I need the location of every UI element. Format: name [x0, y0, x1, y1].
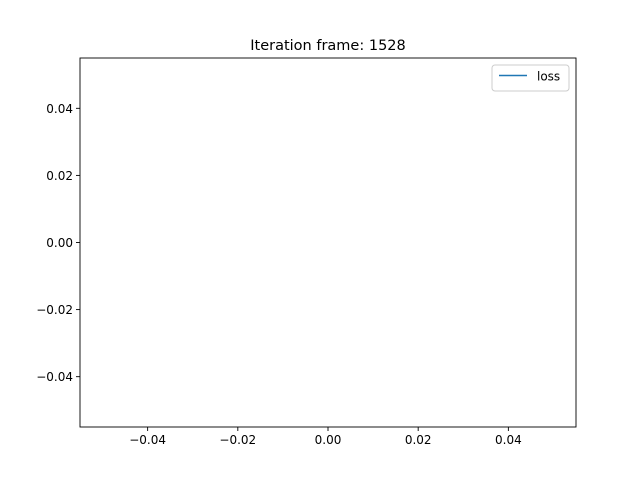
plot-area	[80, 58, 576, 427]
x-tick-label: −0.02	[219, 433, 256, 447]
x-tick-label: 0.00	[315, 433, 342, 447]
x-tick-label: −0.04	[129, 433, 166, 447]
y-tick-label: 0.04	[46, 102, 73, 116]
legend: loss	[491, 64, 570, 92]
legend-box	[491, 64, 570, 92]
y-axis: −0.04 −0.02 0.00 0.02 0.04	[36, 102, 80, 384]
legend-label-loss: loss	[537, 70, 560, 84]
x-tick-label: 0.04	[495, 433, 522, 447]
x-tick-label: 0.02	[405, 433, 432, 447]
x-axis: −0.04 −0.02 0.00 0.02 0.04	[129, 427, 522, 447]
chart-title: Iteration frame: 1528	[250, 38, 406, 54]
y-tick-label: 0.02	[46, 169, 73, 183]
y-tick-label: −0.04	[36, 370, 73, 384]
y-tick-label: 0.00	[46, 236, 73, 250]
y-tick-label: −0.02	[36, 303, 73, 317]
